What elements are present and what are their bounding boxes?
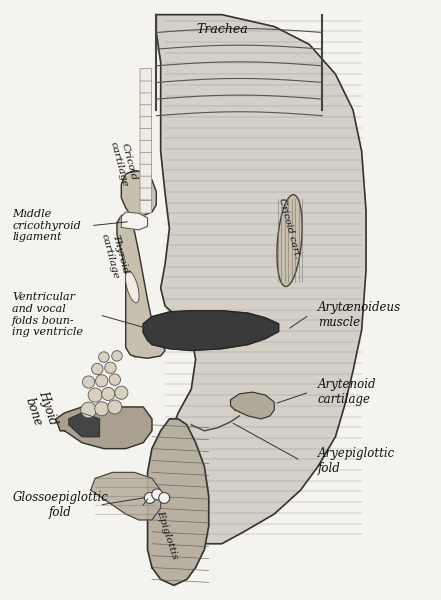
Circle shape [152, 489, 163, 500]
Polygon shape [91, 472, 161, 520]
Text: Glossoepiglottic
fold: Glossoepiglottic fold [12, 491, 108, 519]
FancyBboxPatch shape [140, 163, 152, 176]
Polygon shape [69, 413, 100, 437]
Circle shape [108, 400, 122, 414]
FancyBboxPatch shape [140, 116, 152, 128]
Text: Epiglottis: Epiglottis [155, 509, 179, 560]
Text: Ventricular
and vocal
folds boun‐
ing ventricle: Ventricular and vocal folds boun‐ ing ve… [12, 292, 83, 337]
Circle shape [112, 350, 122, 361]
Polygon shape [143, 311, 279, 350]
Text: Cricoid cart.: Cricoid cart. [277, 197, 302, 260]
FancyBboxPatch shape [140, 80, 152, 93]
FancyBboxPatch shape [140, 68, 152, 81]
Text: Mıddle
cricothyroid
ligament: Mıddle cricothyroid ligament [12, 209, 81, 242]
FancyBboxPatch shape [140, 200, 152, 213]
Circle shape [95, 402, 108, 416]
FancyBboxPatch shape [140, 92, 152, 105]
Circle shape [81, 402, 97, 418]
FancyBboxPatch shape [140, 175, 152, 188]
Text: Aryepiglottic
fold: Aryepiglottic fold [318, 446, 395, 475]
Ellipse shape [126, 271, 139, 303]
FancyBboxPatch shape [140, 128, 152, 140]
Circle shape [82, 376, 95, 388]
FancyBboxPatch shape [140, 104, 152, 117]
Circle shape [109, 374, 120, 385]
Text: Hyoid
bone: Hyoid bone [22, 389, 59, 431]
Polygon shape [117, 214, 165, 358]
Circle shape [102, 388, 115, 400]
Polygon shape [231, 392, 274, 419]
Polygon shape [121, 212, 148, 230]
Text: Trachea: Trachea [196, 23, 248, 36]
Polygon shape [156, 14, 366, 544]
Circle shape [99, 352, 109, 362]
Text: Arytænoideus
muscle: Arytænoideus muscle [318, 301, 401, 329]
FancyBboxPatch shape [140, 187, 152, 200]
Circle shape [159, 493, 170, 503]
Circle shape [96, 375, 108, 387]
Polygon shape [148, 419, 209, 586]
Circle shape [105, 362, 116, 373]
Polygon shape [121, 170, 156, 215]
Text: Thyroid
cartilage: Thyroid cartilage [99, 230, 130, 280]
Polygon shape [56, 407, 152, 449]
FancyBboxPatch shape [140, 152, 152, 164]
Text: Arytenoid
cartilage: Arytenoid cartilage [318, 378, 377, 406]
FancyBboxPatch shape [140, 140, 152, 152]
Circle shape [144, 493, 155, 503]
Circle shape [92, 363, 103, 374]
Ellipse shape [277, 194, 302, 286]
Text: Cricoid
cartilage: Cricoid cartilage [108, 138, 139, 188]
Circle shape [88, 388, 102, 402]
Circle shape [115, 386, 128, 399]
